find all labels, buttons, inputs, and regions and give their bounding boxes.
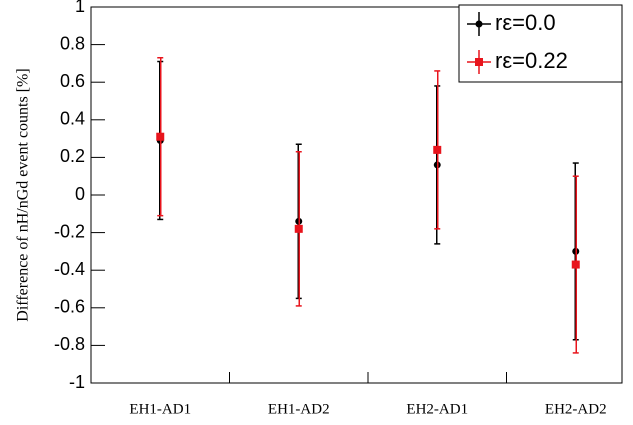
legend-box <box>458 4 623 83</box>
y-tick-label: 0 <box>75 184 85 204</box>
y-tick-label: 1 <box>75 0 85 16</box>
y-tick-label: -0.6 <box>54 297 85 317</box>
y-tick-label: 0.8 <box>60 33 85 53</box>
legend-marker <box>475 20 483 28</box>
point <box>156 132 165 141</box>
x-tick-label: EH2-AD1 <box>406 401 468 417</box>
y-tick-label: -0.4 <box>54 259 85 279</box>
legend-label: rε=0.22 <box>495 48 568 73</box>
y-tick-label: 0.6 <box>60 71 85 91</box>
point <box>571 260 580 269</box>
x-tick-label: EH1-AD1 <box>129 401 191 417</box>
legend-marker <box>475 58 483 66</box>
x-tick-label: EH1-AD2 <box>268 401 330 417</box>
y-tick-label: 0.2 <box>60 146 85 166</box>
point <box>294 224 303 233</box>
point <box>433 145 442 154</box>
y-axis-label: Difference of nH/nGd event counts [%] <box>15 68 32 321</box>
y-tick-label: 0.4 <box>60 109 85 129</box>
y-tick-label: -0.8 <box>54 334 85 354</box>
legend-label: rε=0.0 <box>495 10 556 35</box>
x-tick-label: EH2-AD2 <box>545 401 607 417</box>
y-tick-label: -0.2 <box>54 221 85 241</box>
y-tick-label: -1 <box>69 372 85 392</box>
